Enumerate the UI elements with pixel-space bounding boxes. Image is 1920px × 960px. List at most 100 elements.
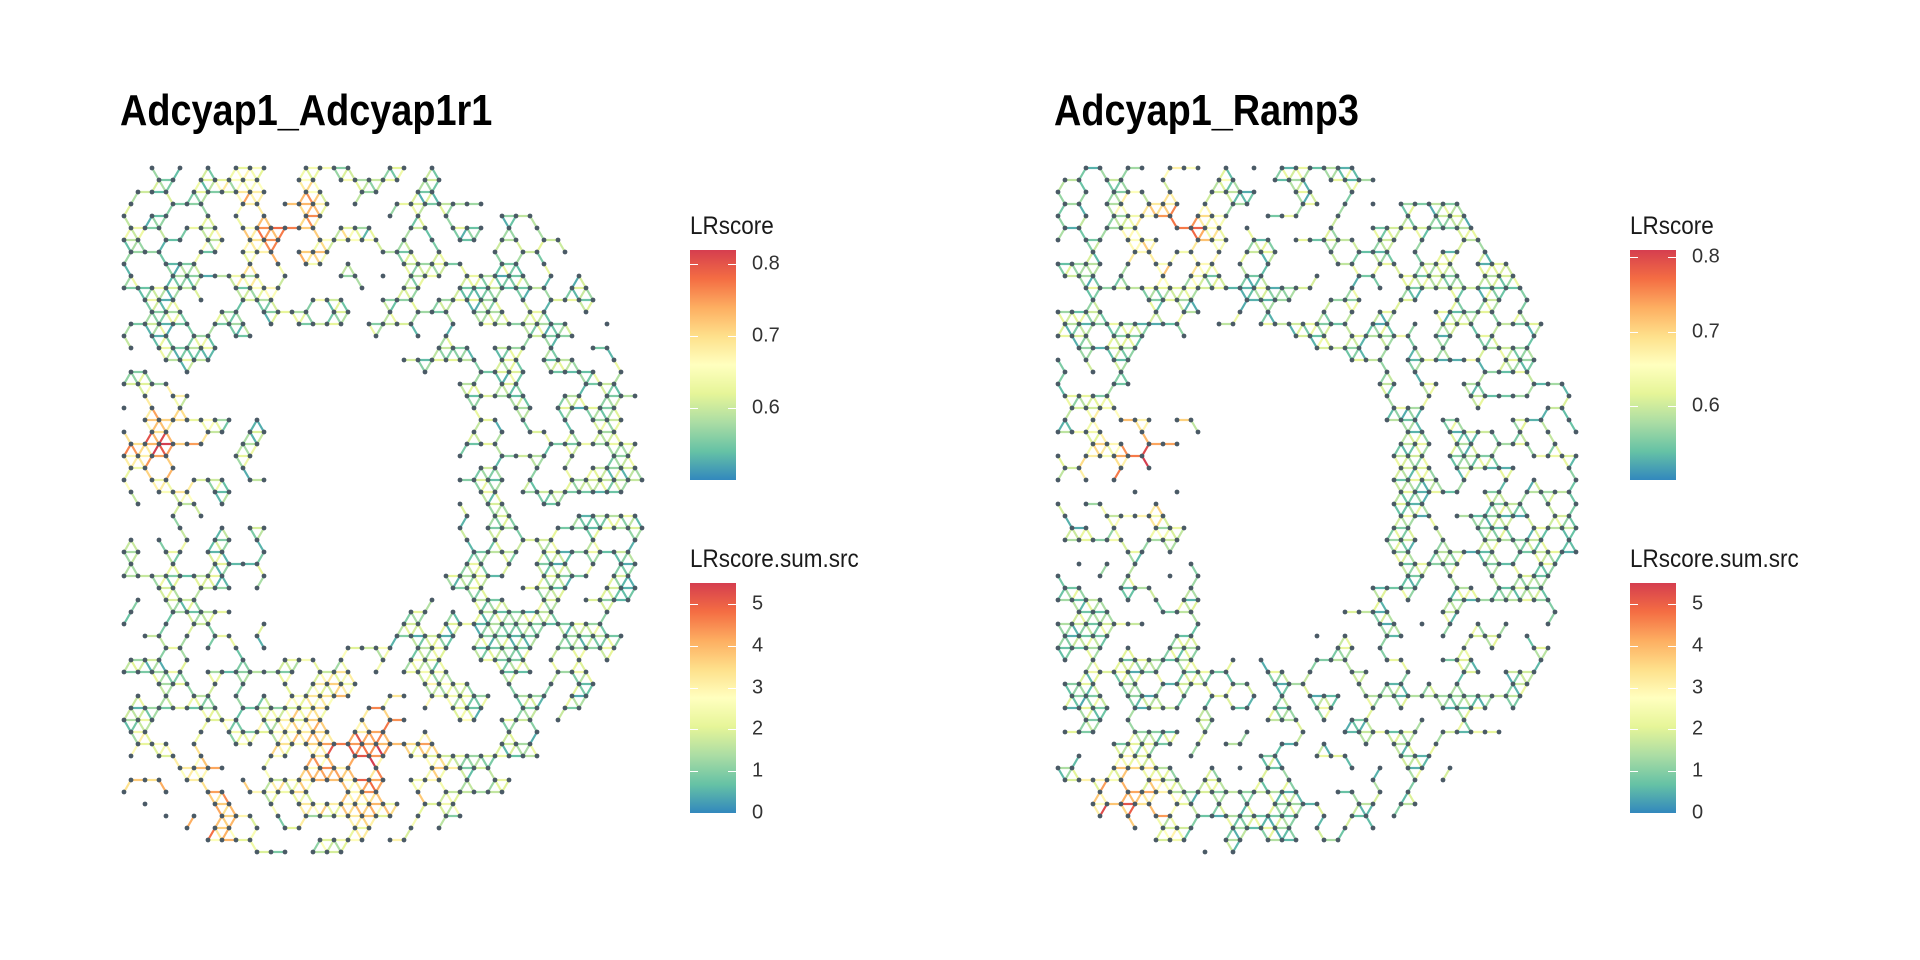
spot-point bbox=[1440, 321, 1446, 327]
spot-point bbox=[583, 477, 589, 483]
spot-point bbox=[184, 345, 190, 351]
spot-point bbox=[1237, 189, 1243, 195]
spot-point bbox=[226, 729, 232, 735]
spot-point bbox=[128, 369, 134, 375]
spot-point bbox=[625, 477, 631, 483]
spot-point bbox=[380, 729, 386, 735]
spot-point bbox=[226, 609, 232, 615]
spot-point bbox=[1069, 261, 1075, 267]
spot-point bbox=[345, 813, 351, 819]
spot-point bbox=[464, 273, 470, 279]
spot-point bbox=[1118, 201, 1124, 207]
spot-point bbox=[618, 441, 624, 447]
spot-point bbox=[436, 297, 442, 303]
spot-point bbox=[1139, 333, 1145, 339]
spot-point bbox=[289, 789, 295, 795]
spot-point bbox=[128, 753, 134, 759]
spot-point bbox=[184, 777, 190, 783]
spot-point bbox=[1258, 273, 1264, 279]
spot-point bbox=[1440, 225, 1446, 231]
spot-point bbox=[576, 393, 582, 399]
spot-point bbox=[1482, 537, 1488, 543]
spot-point bbox=[1349, 189, 1355, 195]
spot-point bbox=[457, 237, 463, 243]
spot-point bbox=[1461, 309, 1467, 315]
spot-point bbox=[520, 489, 526, 495]
spot-point bbox=[1188, 249, 1194, 255]
spot-point bbox=[366, 825, 372, 831]
spot-point bbox=[1384, 225, 1390, 231]
spot-point bbox=[1426, 513, 1432, 519]
spot-point bbox=[135, 549, 141, 555]
spot-point bbox=[177, 597, 183, 603]
spot-point bbox=[569, 549, 575, 555]
spot-point bbox=[1538, 417, 1544, 423]
spot-point bbox=[1265, 213, 1271, 219]
spot-point bbox=[1223, 237, 1229, 243]
spot-point bbox=[121, 333, 127, 339]
spot-point bbox=[562, 297, 568, 303]
spot-point bbox=[1300, 201, 1306, 207]
spot-point bbox=[1405, 549, 1411, 555]
spot-point bbox=[1531, 597, 1537, 603]
spot-point bbox=[247, 261, 253, 267]
spot-point bbox=[1412, 345, 1418, 351]
spot-point bbox=[499, 261, 505, 267]
spot-point bbox=[1286, 177, 1292, 183]
spot-point bbox=[604, 489, 610, 495]
spot-point bbox=[618, 561, 624, 567]
spot-point bbox=[1391, 405, 1397, 411]
spot-point bbox=[198, 777, 204, 783]
spot-point bbox=[163, 645, 169, 651]
spot-point bbox=[135, 285, 141, 291]
spot-point bbox=[1545, 549, 1551, 555]
spot-point bbox=[1524, 585, 1530, 591]
spot-point bbox=[240, 705, 246, 711]
spot-point bbox=[212, 801, 218, 807]
spot-point bbox=[604, 345, 610, 351]
spot-point bbox=[1356, 177, 1362, 183]
spot-point bbox=[541, 429, 547, 435]
spot-point bbox=[471, 309, 477, 315]
spot-point bbox=[345, 261, 351, 267]
spot-point bbox=[205, 645, 211, 651]
spot-point bbox=[1076, 345, 1082, 351]
spot-point bbox=[478, 369, 484, 375]
spot-point bbox=[1426, 441, 1432, 447]
spot-point bbox=[534, 753, 540, 759]
spot-point bbox=[1104, 393, 1110, 399]
spot-point bbox=[303, 717, 309, 723]
spot-point bbox=[1083, 261, 1089, 267]
spot-point bbox=[198, 441, 204, 447]
spot-point bbox=[618, 417, 624, 423]
spot-point bbox=[275, 285, 281, 291]
spot-point bbox=[338, 777, 344, 783]
spot-point bbox=[1489, 309, 1495, 315]
spot-point bbox=[1076, 201, 1082, 207]
spot-point bbox=[1489, 525, 1495, 531]
spot-point bbox=[191, 333, 197, 339]
spot-point bbox=[394, 177, 400, 183]
spot-point bbox=[254, 729, 260, 735]
spot-point bbox=[457, 381, 463, 387]
spot-point bbox=[177, 765, 183, 771]
spot-point bbox=[1398, 537, 1404, 543]
spot-point bbox=[625, 525, 631, 531]
spot-point bbox=[324, 201, 330, 207]
spot-point bbox=[310, 201, 316, 207]
spot-point bbox=[555, 525, 561, 531]
spot-point bbox=[282, 657, 288, 663]
spot-point bbox=[429, 645, 435, 651]
spot-point bbox=[261, 165, 267, 171]
spot-point bbox=[1125, 189, 1131, 195]
spot-point bbox=[1062, 273, 1068, 279]
spot-point bbox=[177, 165, 183, 171]
spot-point bbox=[240, 441, 246, 447]
spot-point bbox=[142, 729, 148, 735]
spot-point bbox=[1104, 513, 1110, 519]
spot-point bbox=[366, 225, 372, 231]
spot-point bbox=[212, 417, 218, 423]
spot-point bbox=[457, 477, 463, 483]
spot-point bbox=[513, 693, 519, 699]
spot-point bbox=[387, 165, 393, 171]
